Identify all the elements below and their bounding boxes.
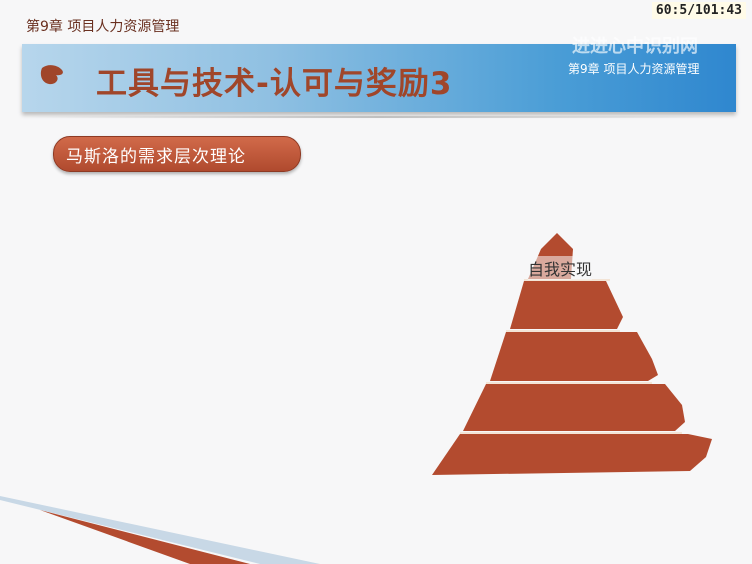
topic-pill[interactable] <box>53 136 301 172</box>
title-band <box>22 44 736 112</box>
corner-decoration <box>0 496 320 564</box>
maslow-pyramid <box>432 233 712 475</box>
pyramid-level-4 <box>463 384 685 431</box>
pyramid-level-3 <box>490 332 658 381</box>
pyramid-top-label: 自我实现 <box>528 256 593 280</box>
chapter-header: 第9章 项目人力资源管理 <box>26 19 180 35</box>
pyramid-level-5 <box>432 434 712 475</box>
chapter-subtitle: 第9章 项目人力资源管理 <box>568 62 700 76</box>
title-bullet-icon <box>40 65 63 85</box>
time-readout: 60:5/101:43 <box>651 2 746 19</box>
pyramid-level-2 <box>510 281 623 329</box>
topic-pill-label: 马斯洛的需求层次理论 <box>66 147 246 167</box>
slide-title: 工具与技术-认可与奖励3 <box>96 66 453 102</box>
watermark-text: 进进心中识别网 <box>572 36 698 57</box>
divider <box>30 116 730 118</box>
